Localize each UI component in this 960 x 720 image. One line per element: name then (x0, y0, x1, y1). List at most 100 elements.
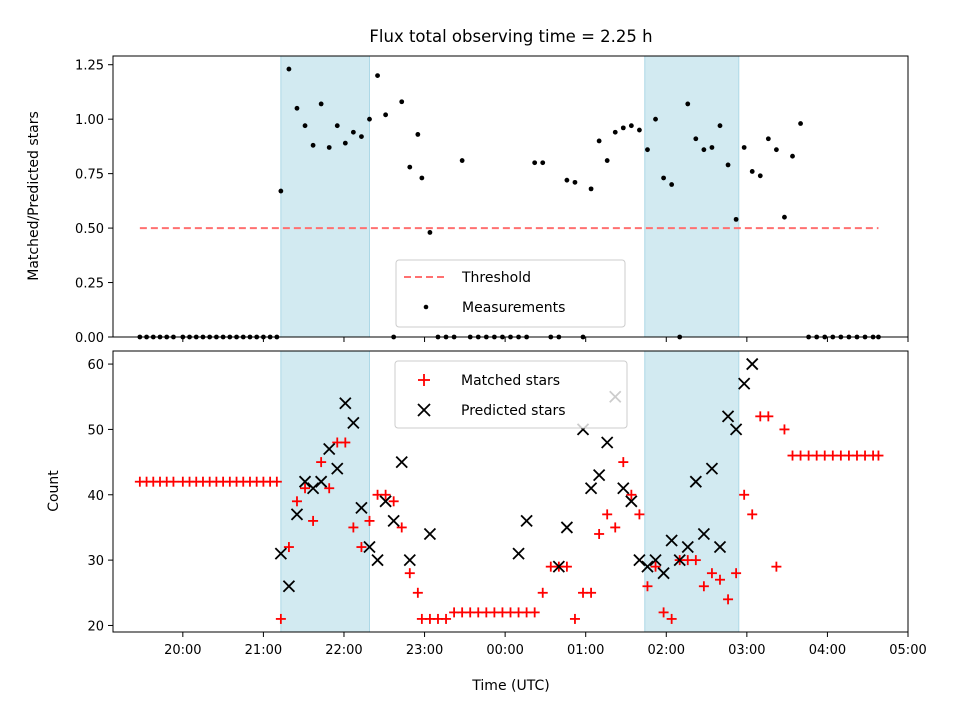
predicted-star-point (633, 553, 646, 567)
matched-star-point (690, 555, 701, 566)
measurement-point (367, 116, 372, 122)
matched-star-point (380, 489, 391, 500)
matched-star-point (340, 437, 351, 448)
legend-matched-label: Matched stars (461, 373, 560, 389)
predicted-star-point (665, 534, 678, 547)
matched-star-point (291, 496, 302, 507)
matched-star-point (779, 424, 790, 435)
measurement-point (725, 162, 731, 168)
measurement-point (709, 145, 715, 150)
measurement-point (419, 175, 425, 181)
predicted-star-point (379, 495, 392, 508)
y-tick-label: 20 (87, 619, 104, 634)
shaded-span-2 (644, 350, 740, 633)
measurement-point (375, 73, 380, 79)
matched-star-point (324, 483, 335, 494)
x-tick-label: 20:00 (164, 643, 201, 658)
predicted-star-point (657, 567, 670, 580)
x-tick-label: 01:00 (567, 643, 604, 658)
predicted-star-point (697, 527, 711, 541)
measurement-point (628, 123, 634, 129)
measurement-point (407, 164, 413, 170)
predicted-star-point (282, 580, 296, 593)
top-chart-panel: 0.00 0.25 0.50 0.75 1.00 1.25 Matched/Predict… (26, 55, 909, 346)
measurement-point (669, 182, 675, 187)
measurement-point (790, 153, 795, 159)
measurement-point (645, 147, 650, 153)
predicted-star-point (738, 377, 751, 390)
bottom-x-axis-label: Time (UTC) (471, 678, 549, 694)
predicted-star-point (721, 410, 735, 423)
matched-star-point (594, 528, 605, 539)
matched-star-point (388, 496, 399, 507)
legend-measurements-swatch (423, 304, 429, 310)
matched-star-point (610, 522, 621, 533)
bottom-chart-panel: 20 30 40 50 60 20:00 21:00 22:00 23:00 00:00 01:0… (46, 350, 927, 694)
matched-star-point (275, 613, 286, 624)
measurement-point (383, 112, 389, 118)
x-tick-label: 03:00 (728, 643, 765, 658)
matched-star-point (666, 613, 677, 624)
matched-star-point (529, 607, 540, 618)
legend-threshold-label: Threshold (461, 270, 531, 286)
shaded-span-1 (280, 350, 370, 633)
measurement-point (342, 140, 348, 146)
legend-measurements-label: Measurements (462, 300, 565, 316)
measurement-point (286, 66, 292, 72)
predicted-star-point (371, 553, 384, 567)
bottom-legend: Matched stars Predicted stars (394, 360, 628, 429)
measurement-point (302, 123, 308, 129)
measurement-point (399, 99, 405, 105)
measurement-point (733, 216, 739, 222)
matched-star-point (739, 489, 750, 500)
matched-star-point (771, 561, 782, 572)
y-tick-label: 50 (87, 423, 104, 438)
matched-star-point (873, 450, 884, 461)
measurement-point (653, 116, 658, 122)
predicted-star-point (552, 560, 565, 573)
y-tick-label: 30 (87, 554, 104, 569)
matched-star-point (658, 607, 669, 618)
measurement-point (604, 158, 610, 163)
measurement-point (350, 129, 356, 135)
measurement-point (596, 138, 602, 144)
measurement-point (612, 129, 618, 135)
predicted-star-point (355, 501, 368, 514)
top-legend: Threshold Measurements (395, 259, 626, 328)
measurement-point (757, 173, 763, 179)
predicted-star-point (512, 547, 525, 560)
top-y-ticks: 0.00 0.25 0.50 0.75 1.00 1.25 (75, 59, 113, 346)
shaded-span-2 (644, 55, 740, 338)
legend-predicted-label: Predicted stars (461, 403, 566, 419)
matched-star-point (650, 561, 661, 572)
measurement-point (532, 160, 538, 166)
x-tick-label: 21:00 (245, 643, 282, 658)
measurement-point (310, 142, 316, 148)
predicted-star-point (423, 527, 437, 541)
matched-star-point (586, 587, 597, 598)
predicted-star-point (713, 540, 727, 554)
matched-star-point (561, 561, 572, 572)
matched-star-point (308, 515, 319, 526)
measurement-point (540, 160, 546, 166)
y-tick-label: 60 (87, 358, 104, 373)
predicted-star-point (331, 462, 344, 475)
measurement-point (564, 177, 570, 183)
matched-star-point (731, 568, 742, 579)
matched-star-point (618, 457, 629, 468)
measurement-point (620, 125, 626, 131)
matched-star-point (747, 509, 758, 520)
measurement-point (782, 214, 787, 220)
matched-star-point (441, 613, 452, 624)
matched-star-point (300, 483, 311, 494)
matched-star-point (537, 587, 548, 598)
predicted-star-point (395, 455, 408, 469)
predicted-star-point (298, 475, 312, 488)
matched-star-point (396, 522, 407, 533)
bottom-x-ticks: 20:00 21:00 22:00 23:00 00:00 01:00 02:00 03:00… (164, 632, 927, 658)
predicted-stars-points (274, 357, 759, 593)
top-y-axis-label: Matched/Predicted stars (26, 111, 42, 281)
measurement-point (749, 169, 755, 174)
matched-star-point (348, 522, 359, 533)
matched-star-point (714, 574, 725, 585)
